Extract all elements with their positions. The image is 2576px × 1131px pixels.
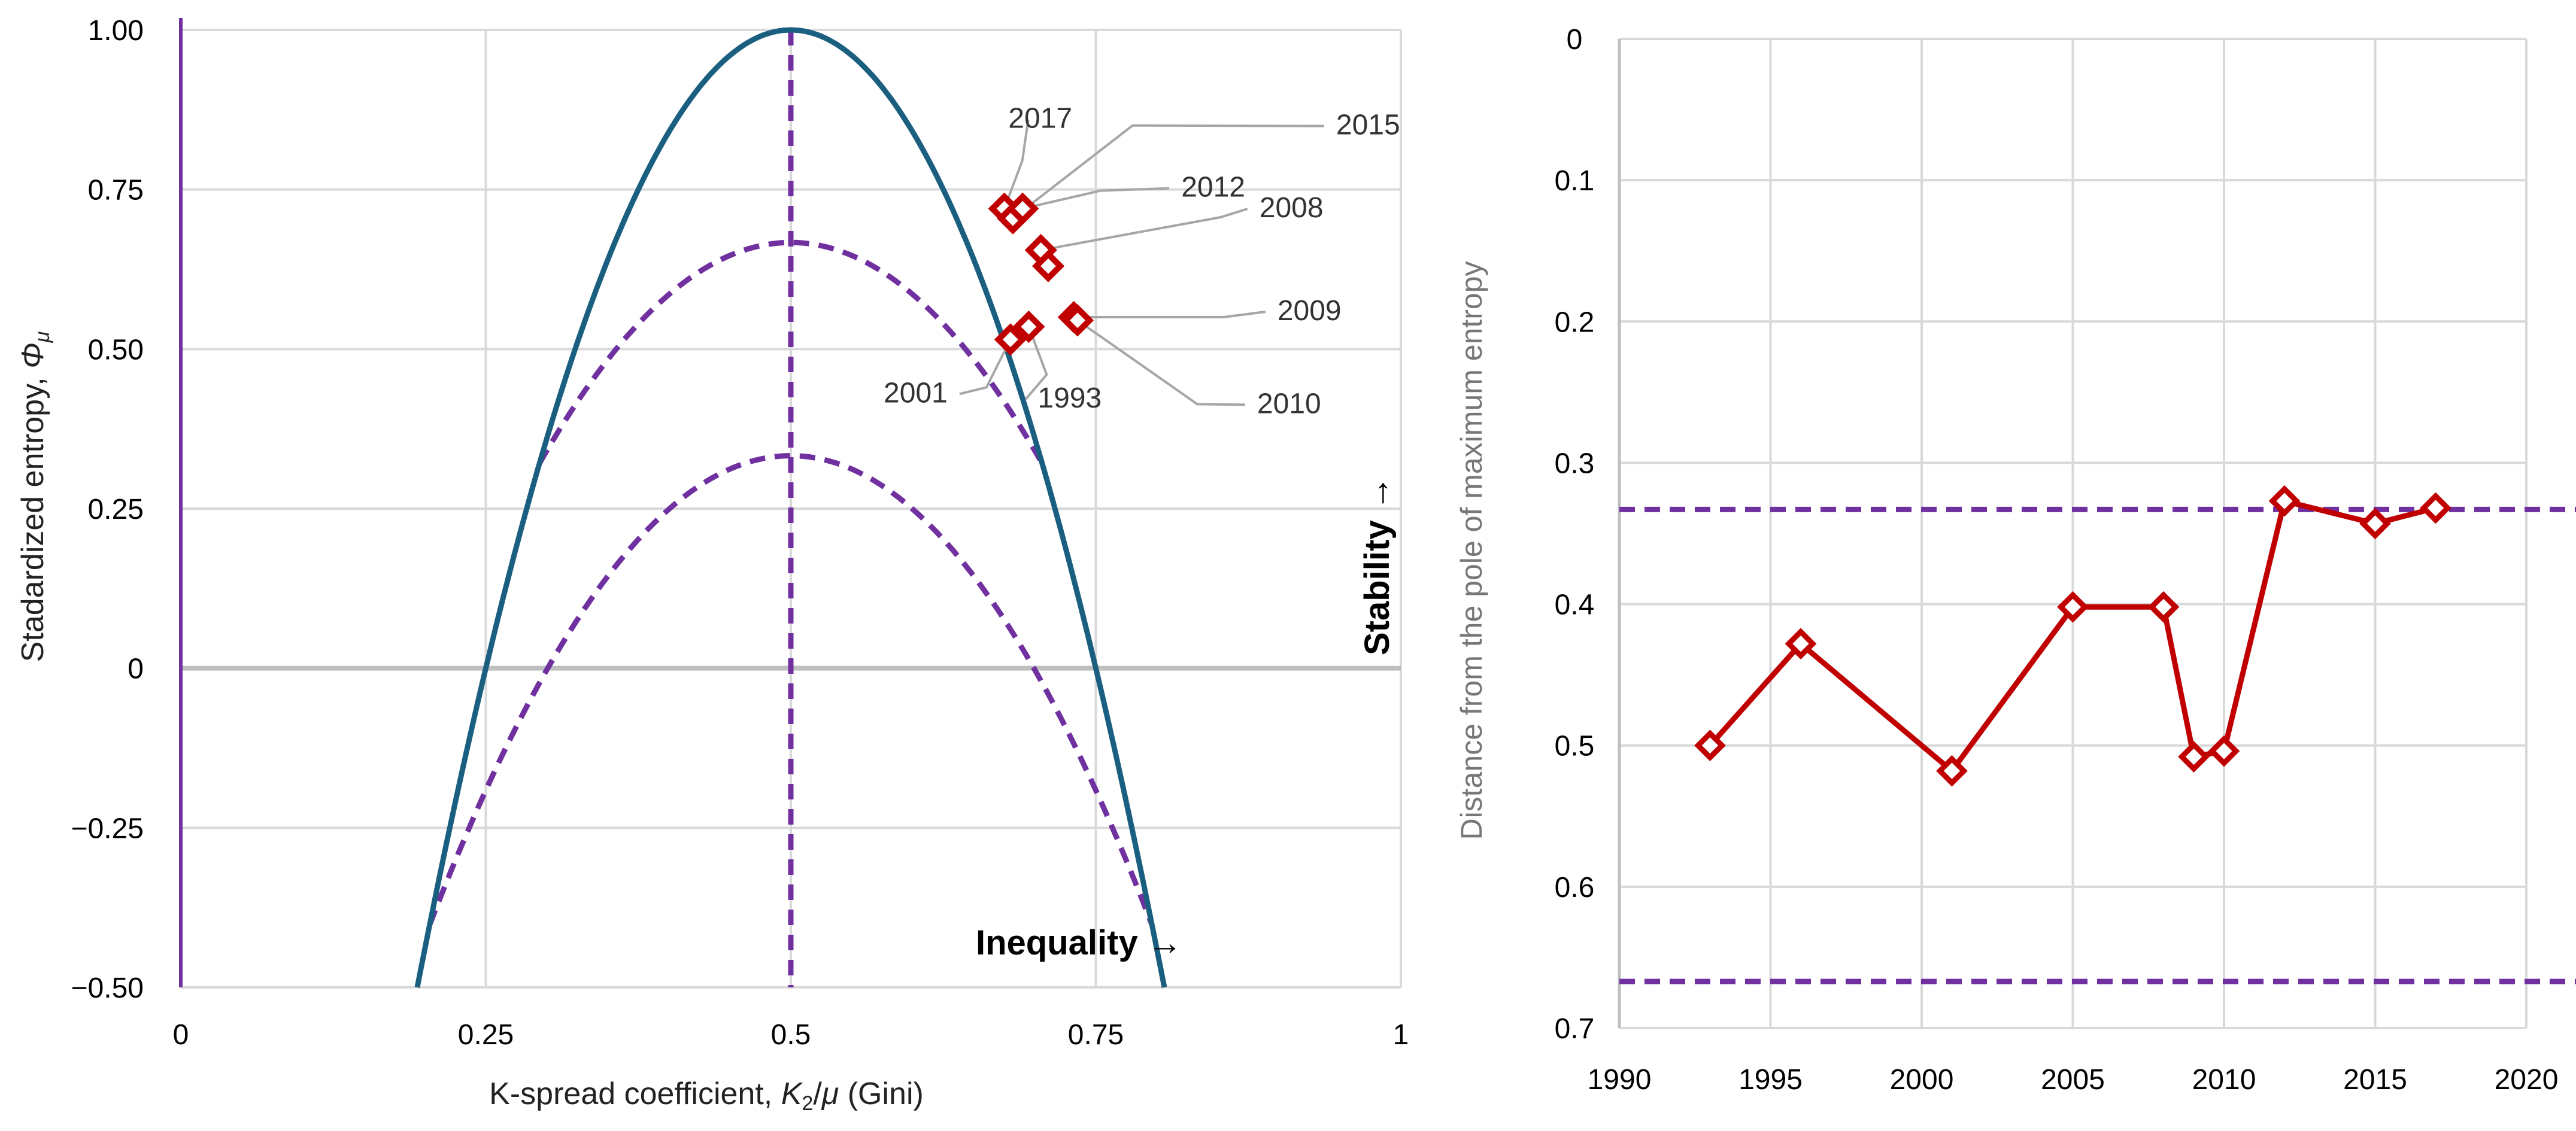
point-label-2017: 2017 (1008, 103, 1072, 135)
left-leader-lines (959, 119, 1324, 406)
left-point-labels: 2017 2015 2012 2008 2009 2010 1993 2001 (884, 103, 1400, 420)
data-point-2005 (1031, 250, 1065, 282)
y-title-var: Φ (16, 342, 50, 369)
left-x-tick-label: 0.5 (771, 1019, 811, 1051)
right-grid (1618, 38, 2528, 1029)
point-label-2015: 2015 (1336, 110, 1400, 141)
series-point-2010 (2208, 735, 2240, 767)
point-label-2012: 2012 (1181, 172, 1245, 203)
leader-line-2015 (1012, 124, 1324, 220)
y-title-prefix: Stadardized entropy, (16, 369, 50, 662)
x-title-slash: / (813, 1077, 822, 1111)
x-title-prefix: K-spread coefficient, (489, 1077, 781, 1111)
series-point-2009 (2178, 741, 2210, 773)
series-point-2005 (2057, 591, 2089, 623)
series-point-2012 (2268, 485, 2301, 517)
series-point-1996 (1785, 628, 1817, 660)
series-point-1993 (1694, 729, 1726, 762)
data-point-2010 (1061, 304, 1094, 337)
data-point-1993 (1012, 310, 1045, 343)
left-x-tick-label: 0.75 (1068, 1019, 1124, 1051)
right-x-tick-label: 2010 (2192, 1064, 2256, 1096)
entropy-level-arc (427, 452, 1155, 926)
left-chart-entropy-vs-gini: 2017 2015 2012 2008 2009 2010 1993 2001 0 0.25 0.… (16, 15, 1409, 1115)
series-point-2001 (1936, 755, 1968, 787)
x-title-var: K (781, 1077, 803, 1111)
right-y-axis-title: Distance from the pole of maximum entrop… (1455, 261, 1488, 840)
right-y-tick-label: 0 (1567, 24, 1583, 56)
distance-series-line (1708, 498, 2437, 774)
right-tick-labels: 1990 1995 2000 2005 2010 2015 2020 0 0.1 0.2 0.3 0.… (1555, 24, 2559, 1096)
left-x-tick-label: 0 (173, 1019, 189, 1051)
right-chart-distance-over-time: 1990 1995 2000 2005 2010 2015 2020 0 0.1 0.2 0.3 0.… (1455, 24, 2576, 1096)
inequality-annotation: Inequality → (976, 923, 1182, 962)
y-title-sub: μ (31, 331, 54, 343)
stability-annotation: Stability → (1358, 476, 1397, 655)
point-label-1993: 1993 (1037, 382, 1102, 414)
right-x-tick-label: 2005 (2041, 1064, 2105, 1096)
right-y-tick-label: 0.2 (1555, 306, 1595, 338)
leader-line-2001 (959, 339, 1012, 396)
left-tick-labels: 0 0.25 0.5 0.75 1 −0.50 −0.25 0 0.25 0.50 0.75 1.00 (71, 15, 1409, 1051)
leader-line-2017 (1003, 119, 1030, 209)
left-y-tick-label: 0.50 (88, 334, 144, 366)
right-data-points (1694, 485, 2451, 787)
right-reference-lines (1619, 506, 2576, 984)
series-point-2008 (2147, 591, 2180, 623)
right-x-tick-label: 2015 (2343, 1064, 2407, 1096)
right-x-tick-label: 1990 (1588, 1064, 1652, 1096)
right-y-tick-label: 0.6 (1555, 872, 1595, 904)
left-reference-lines (427, 30, 1155, 987)
leader-line-2010 (1076, 319, 1245, 406)
left-y-tick-label: −0.25 (71, 813, 144, 844)
left-y-tick-label: 0.75 (88, 175, 144, 206)
series-point-2017 (2420, 492, 2451, 524)
right-series-line (1708, 498, 2437, 774)
right-y-tick-label: 0.1 (1555, 165, 1595, 197)
left-x-axis-title: K-spread coefficient, K2/μ (Gini) (489, 1077, 924, 1115)
right-y-tick-label: 0.7 (1555, 1013, 1595, 1045)
left-y-tick-label: 1.00 (88, 15, 144, 47)
x-title-suffix: (Gini) (839, 1077, 924, 1111)
max-entropy-parabola (414, 27, 1167, 988)
point-label-2001: 2001 (884, 377, 948, 409)
data-point-2001 (994, 323, 1027, 356)
leader-line-2009 (1073, 311, 1266, 318)
left-parabola (414, 27, 1167, 988)
point-label-2010: 2010 (1257, 388, 1321, 419)
right-y-tick-label: 0.5 (1555, 731, 1595, 762)
leader-line-1993 (1024, 326, 1048, 400)
left-x-tick-label: 1 (1393, 1019, 1409, 1051)
right-x-tick-label: 2000 (1890, 1064, 1954, 1096)
right-x-tick-label: 1995 (1738, 1064, 1803, 1096)
x-title-mu: μ (821, 1077, 839, 1111)
left-y-tick-label: 0 (128, 653, 144, 685)
leader-line-2012 (1022, 187, 1170, 210)
right-y-tick-label: 0.3 (1555, 448, 1595, 479)
right-x-tick-label: 2020 (2495, 1064, 2559, 1096)
x-title-sub: 2 (802, 1092, 813, 1115)
left-y-tick-label: −0.50 (71, 972, 144, 1004)
left-y-axis-title: Stadardized entropy, Φμ (16, 331, 54, 662)
left-y-tick-label: 0.25 (88, 494, 144, 525)
point-label-2008: 2008 (1260, 192, 1324, 224)
data-point-2012 (1006, 192, 1039, 225)
left-x-tick-label: 0.25 (458, 1019, 514, 1051)
right-y-tick-label: 0.4 (1555, 589, 1595, 621)
series-point-2015 (2359, 507, 2391, 540)
left-data-points (988, 192, 1094, 356)
point-label-2009: 2009 (1278, 295, 1342, 327)
leader-line-2008 (1040, 208, 1248, 251)
